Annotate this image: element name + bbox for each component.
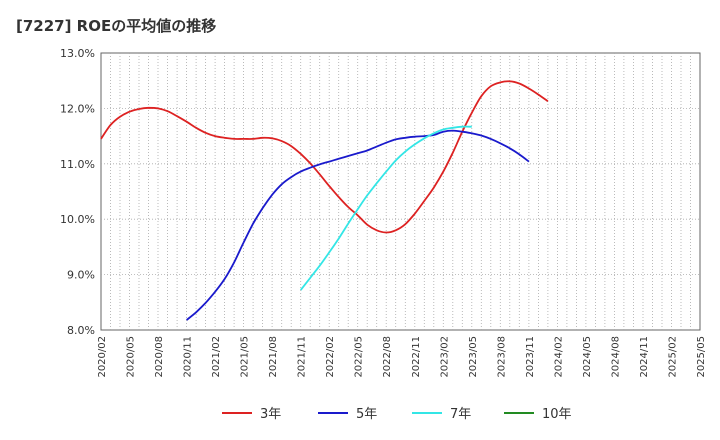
series-line-7年: [299, 125, 472, 291]
x-tick-label: 2021/02: [211, 336, 222, 378]
y-axis-ticks: 8.0% 9.0% 10.0% 11.0% 12.0% 13.0%: [60, 47, 95, 337]
x-tick-label: 2022/02: [325, 336, 336, 378]
y-tick-label: 13.0%: [60, 47, 95, 60]
x-tick-label: 2024/08: [610, 336, 621, 378]
x-tick-label: 2023/11: [525, 336, 536, 378]
legend-label: 5年: [356, 407, 377, 422]
x-tick-label: 2022/11: [411, 336, 422, 378]
x-tick-label: 2025/05: [696, 336, 707, 378]
legend-label: 3年: [260, 407, 281, 422]
x-tick-label: 2020/02: [97, 336, 108, 378]
x-tick-label: 2020/11: [183, 336, 194, 378]
chart-title: [7227] ROEの平均値の推移: [16, 17, 216, 35]
x-tick-label: 2020/05: [126, 336, 137, 378]
legend: 3年 5年 7年 10年: [222, 407, 572, 422]
y-tick-label: 12.0%: [60, 102, 95, 115]
series-lines: [100, 80, 549, 321]
y-tick-label: 8.0%: [67, 324, 95, 337]
x-tick-label: 2021/08: [268, 336, 279, 378]
x-tick-label: 2020/08: [154, 336, 165, 378]
x-tick-label: 2024/05: [582, 336, 593, 378]
x-tick-label: 2024/02: [553, 336, 564, 378]
x-tick-label: 2022/05: [354, 336, 365, 378]
y-tick-label: 9.0%: [67, 269, 95, 282]
y-tick-label: 10.0%: [60, 213, 95, 226]
legend-label: 7年: [450, 407, 471, 422]
plot-area: [100, 52, 701, 331]
x-tick-label: 2022/08: [382, 336, 393, 378]
x-tick-label: 2023/02: [439, 336, 450, 378]
x-tick-label: 2023/05: [468, 336, 479, 378]
grid: [101, 53, 700, 330]
series-line-3年: [100, 80, 549, 234]
x-axis-ticks: 2020/02 2020/05 2020/08 2020/11 2021/02 2021/…: [97, 336, 707, 378]
x-tick-label: 2021/11: [297, 336, 308, 378]
x-tick-label: 2024/11: [639, 336, 650, 378]
x-tick-label: 2025/02: [667, 336, 678, 378]
x-tick-label: 2023/08: [496, 336, 507, 378]
legend-label: 10年: [542, 407, 572, 422]
series-line-5年: [186, 129, 530, 321]
x-tick-label: 2021/05: [240, 336, 251, 378]
y-tick-label: 11.0%: [60, 158, 95, 171]
